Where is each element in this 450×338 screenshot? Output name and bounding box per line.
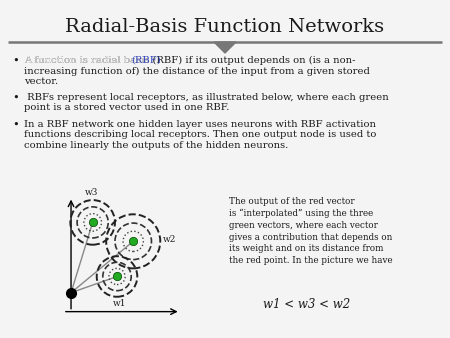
Text: w1: w1 xyxy=(113,299,126,309)
Text: (RBF): (RBF) xyxy=(131,56,161,65)
Text: w2: w2 xyxy=(163,236,176,244)
Text: Radial-Basis Function Networks: Radial-Basis Function Networks xyxy=(65,18,385,36)
Text: In a RBF network one hidden layer uses neurons with RBF activation
functions des: In a RBF network one hidden layer uses n… xyxy=(24,120,376,150)
Text: •: • xyxy=(12,93,19,103)
Text: A function is radial basis (RBF) if its output depends on (is a non-
increasing : A function is radial basis (RBF) if its … xyxy=(24,56,370,86)
Text: •: • xyxy=(12,120,19,130)
Text: RBFs represent local receptors, as illustrated below, where each green
point is : RBFs represent local receptors, as illus… xyxy=(24,93,389,113)
Text: A function is radial basis: A function is radial basis xyxy=(24,56,153,65)
Text: The output of the red vector
is “interpolated” using the three
green vectors, wh: The output of the red vector is “interpo… xyxy=(230,197,393,265)
Text: w3: w3 xyxy=(85,188,98,197)
Text: w1 < w3 < w2: w1 < w3 < w2 xyxy=(263,298,351,311)
Text: •: • xyxy=(12,56,19,66)
Polygon shape xyxy=(214,42,236,53)
